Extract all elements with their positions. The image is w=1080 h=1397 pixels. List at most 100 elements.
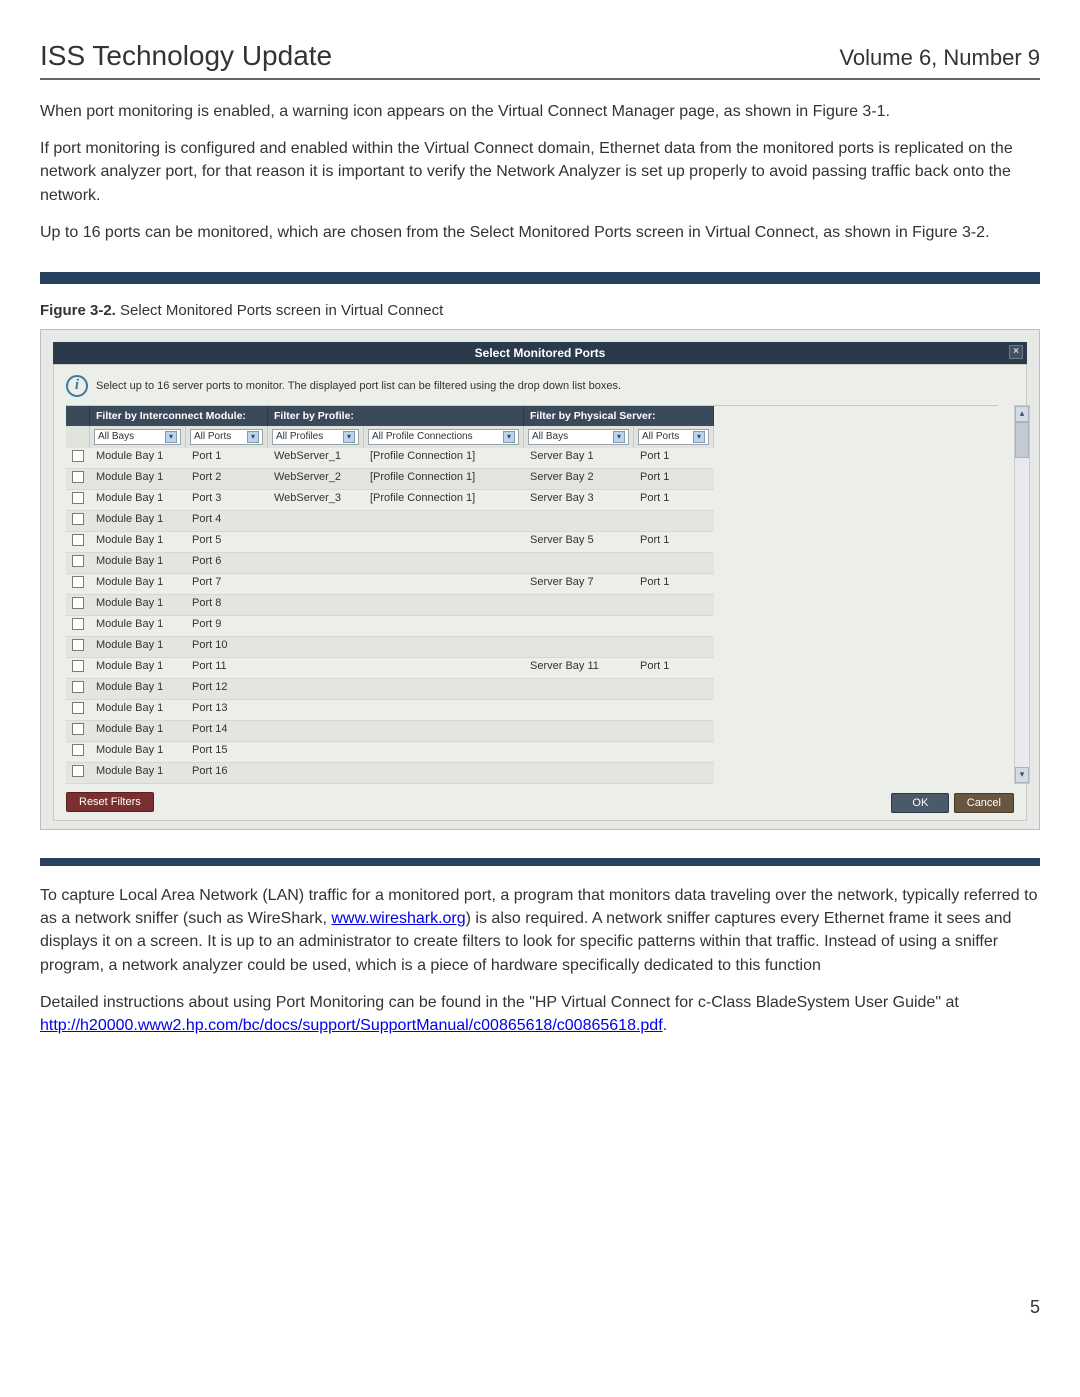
cell-port: Port 7 xyxy=(186,574,268,595)
cell-server-port: Port 1 xyxy=(634,469,714,490)
checkbox-icon[interactable] xyxy=(72,534,84,546)
paragraph: Detailed instructions about using Port M… xyxy=(40,991,1040,1037)
filter-server-bays[interactable]: All Bays▾ xyxy=(524,426,634,448)
chevron-down-icon: ▾ xyxy=(247,431,259,443)
row-checkbox[interactable] xyxy=(66,721,90,742)
row-checkbox[interactable] xyxy=(66,511,90,532)
cell-module: Module Bay 1 xyxy=(90,448,186,469)
checkbox-icon[interactable] xyxy=(72,723,84,735)
cell-port: Port 8 xyxy=(186,595,268,616)
cell-server xyxy=(524,742,634,763)
checkbox-icon[interactable] xyxy=(72,639,84,651)
row-checkbox[interactable] xyxy=(66,679,90,700)
checkbox-icon[interactable] xyxy=(72,471,84,483)
cell-server-port xyxy=(634,595,714,616)
cell-server: Server Bay 11 xyxy=(524,658,634,679)
cell-port: Port 6 xyxy=(186,553,268,574)
row-checkbox[interactable] xyxy=(66,742,90,763)
cell-server xyxy=(524,616,634,637)
filter-cell-blank xyxy=(66,426,90,448)
row-checkbox[interactable] xyxy=(66,637,90,658)
cell-server-port xyxy=(634,511,714,532)
cell-server xyxy=(524,595,634,616)
checkbox-icon[interactable] xyxy=(72,702,84,714)
cell-server-port xyxy=(634,553,714,574)
row-checkbox[interactable] xyxy=(66,448,90,469)
close-icon[interactable]: × xyxy=(1009,345,1023,359)
filter-profiles[interactable]: All Profiles▾ xyxy=(268,426,364,448)
row-checkbox[interactable] xyxy=(66,595,90,616)
row-checkbox[interactable] xyxy=(66,616,90,637)
cell-server-port: Port 1 xyxy=(634,448,714,469)
cell-connection xyxy=(364,658,524,679)
row-checkbox[interactable] xyxy=(66,532,90,553)
cell-server xyxy=(524,700,634,721)
cell-profile xyxy=(268,721,364,742)
checkbox-icon[interactable] xyxy=(72,597,84,609)
filter-serverports-value: All Ports xyxy=(642,431,679,442)
cell-profile xyxy=(268,637,364,658)
doc-volume: Volume 6, Number 9 xyxy=(839,45,1040,71)
checkbox-icon[interactable] xyxy=(72,513,84,525)
cell-module: Module Bay 1 xyxy=(90,700,186,721)
cell-profile xyxy=(268,553,364,574)
scroll-thumb[interactable] xyxy=(1015,422,1029,458)
chevron-down-icon: ▾ xyxy=(165,431,177,443)
checkbox-icon[interactable] xyxy=(72,576,84,588)
reset-filters-button[interactable]: Reset Filters xyxy=(66,792,154,812)
checkbox-icon[interactable] xyxy=(72,681,84,693)
cell-server-port xyxy=(634,742,714,763)
row-checkbox[interactable] xyxy=(66,469,90,490)
cell-port: Port 3 xyxy=(186,490,268,511)
cell-port: Port 11 xyxy=(186,658,268,679)
scrollbar[interactable]: ▴ ▾ xyxy=(1014,405,1030,784)
cancel-button[interactable]: Cancel xyxy=(954,793,1014,813)
cell-server: Server Bay 5 xyxy=(524,532,634,553)
row-checkbox[interactable] xyxy=(66,700,90,721)
cell-profile xyxy=(268,511,364,532)
filter-ports[interactable]: All Ports▾ xyxy=(186,426,268,448)
cell-module: Module Bay 1 xyxy=(90,742,186,763)
checkbox-icon[interactable] xyxy=(72,744,84,756)
chevron-down-icon: ▾ xyxy=(503,431,515,443)
cell-connection: [Profile Connection 1] xyxy=(364,490,524,511)
checkbox-icon[interactable] xyxy=(72,660,84,672)
manual-link[interactable]: http://h20000.www2.hp.com/bc/docs/suppor… xyxy=(40,1017,663,1034)
cell-server: Server Bay 2 xyxy=(524,469,634,490)
cell-port: Port 1 xyxy=(186,448,268,469)
wireshark-link[interactable]: www.wireshark.org xyxy=(331,910,465,927)
filter-bays[interactable]: All Bays▾ xyxy=(90,426,186,448)
checkbox-icon[interactable] xyxy=(72,450,84,462)
checkbox-icon[interactable] xyxy=(72,765,84,777)
checkbox-icon[interactable] xyxy=(72,492,84,504)
checkbox-icon[interactable] xyxy=(72,618,84,630)
cell-server xyxy=(524,637,634,658)
cell-server: Server Bay 7 xyxy=(524,574,634,595)
cell-connection xyxy=(364,679,524,700)
col-checkbox-header xyxy=(66,406,90,426)
scroll-down-icon[interactable]: ▾ xyxy=(1015,767,1029,783)
ports-grid: Filter by Interconnect Module: Filter by… xyxy=(66,405,998,784)
chevron-down-icon: ▾ xyxy=(613,431,625,443)
row-checkbox[interactable] xyxy=(66,553,90,574)
filter-server-ports[interactable]: All Ports▾ xyxy=(634,426,714,448)
cell-profile xyxy=(268,742,364,763)
cell-profile xyxy=(268,574,364,595)
filter-connections[interactable]: All Profile Connections▾ xyxy=(364,426,524,448)
checkbox-icon[interactable] xyxy=(72,555,84,567)
scroll-up-icon[interactable]: ▴ xyxy=(1015,406,1029,422)
ok-button[interactable]: OK xyxy=(891,793,949,813)
cell-server-port xyxy=(634,679,714,700)
cell-module: Module Bay 1 xyxy=(90,469,186,490)
row-checkbox[interactable] xyxy=(66,658,90,679)
row-checkbox[interactable] xyxy=(66,490,90,511)
section-divider xyxy=(40,272,1040,284)
row-checkbox[interactable] xyxy=(66,574,90,595)
info-text: Select up to 16 server ports to monitor.… xyxy=(96,380,621,392)
window-titlebar: Select Monitored Ports × xyxy=(53,342,1027,364)
cell-module: Module Bay 1 xyxy=(90,574,186,595)
row-checkbox[interactable] xyxy=(66,763,90,784)
cell-module: Module Bay 1 xyxy=(90,595,186,616)
cell-profile xyxy=(268,658,364,679)
cell-server-port xyxy=(634,637,714,658)
